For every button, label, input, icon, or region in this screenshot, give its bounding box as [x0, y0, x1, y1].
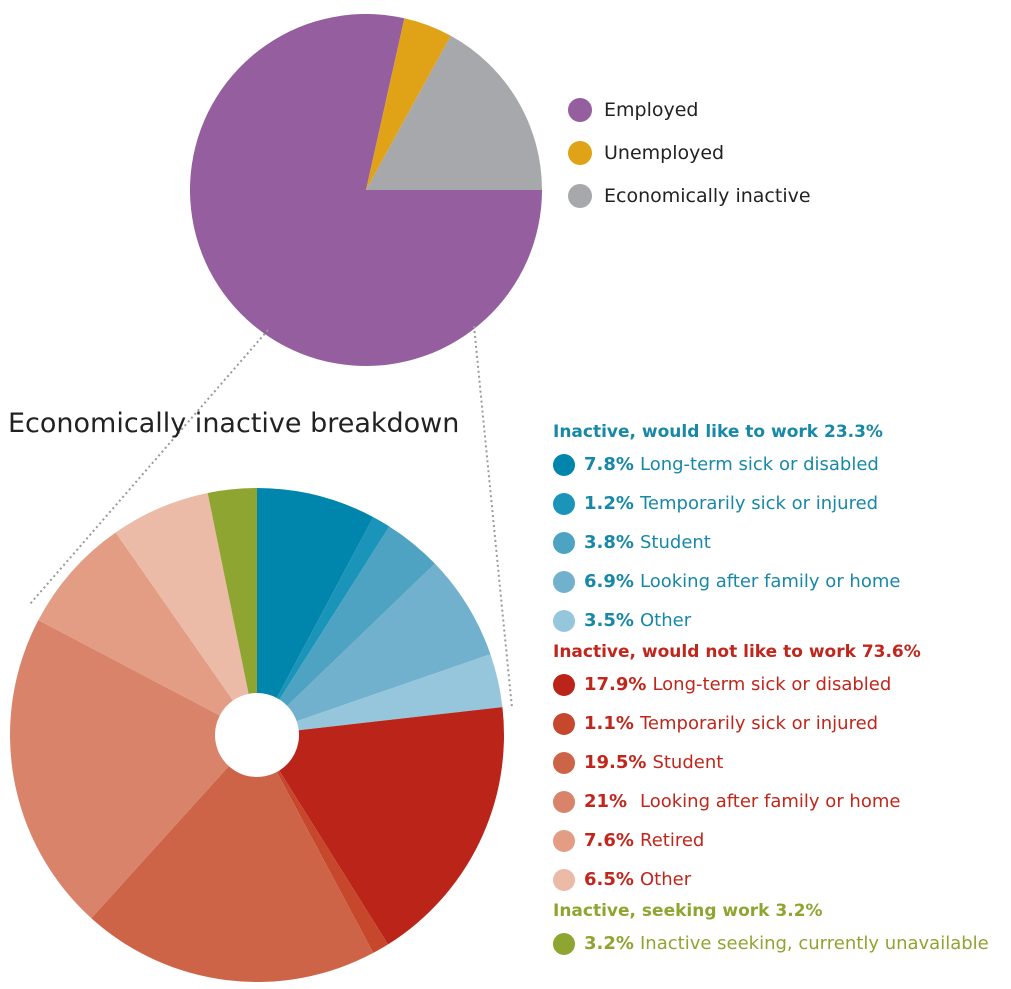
legend-label: Looking after family or home	[640, 571, 901, 592]
top-pie-slice-employed	[190, 13, 542, 366]
legend-percent: 6.9%	[584, 571, 634, 592]
breakdown-slice-6	[279, 707, 505, 945]
legend-percent: 3.5%	[584, 610, 634, 631]
legend-swatch	[553, 453, 575, 476]
legend-percent: 1.2%	[584, 493, 634, 514]
legend-percent: 21%	[584, 791, 628, 812]
breakdown-slice-1	[257, 488, 374, 698]
breakdown-title: Economically inactive breakdown	[8, 408, 460, 439]
legend-item: 7.6% Retired	[553, 821, 1008, 860]
top-pie-slice-economically-inactive	[366, 35, 542, 191]
legend-item: 3.5% Other	[553, 601, 1008, 640]
breakdown-slice-8	[91, 766, 374, 982]
breakdown-pie	[10, 488, 505, 982]
legend-group-title: Inactive, would not like to work 73.6%	[553, 642, 921, 662]
legend-label: Other	[640, 610, 692, 631]
legend-label: Unemployed	[604, 141, 725, 164]
connector-line	[473, 325, 513, 709]
breakdown-slice-3	[279, 526, 435, 706]
legend-swatch	[553, 751, 575, 774]
legend-label: Inactive seeking, currently unavailable	[640, 933, 989, 954]
legend-label: Student	[640, 532, 711, 553]
legend-swatch	[553, 829, 575, 852]
legend-label: Long-term sick or disabled	[652, 674, 892, 695]
breakdown-slice-4	[287, 563, 491, 722]
legend-group-title: Inactive, seeking work 3.2%	[553, 901, 823, 921]
legend-label: Other	[640, 869, 692, 890]
legend-label: Temporarily sick or injured	[640, 713, 879, 734]
legend-item-employed: Employed	[568, 88, 811, 131]
legend-item: 7.8% Long-term sick or disabled	[553, 445, 1008, 484]
legend-item: 6.9% Looking after family or home	[553, 562, 1008, 601]
breakdown-slice-10	[38, 532, 233, 716]
legend-percent: 3.8%	[584, 532, 634, 553]
legend-swatch	[553, 673, 575, 696]
legend-label: Student	[652, 752, 724, 773]
breakdown-slice-5	[296, 654, 503, 731]
legend-label: Employed	[604, 98, 699, 121]
legend-label: Long-term sick or disabled	[640, 454, 879, 475]
legend-swatch	[553, 492, 575, 515]
legend-swatch	[553, 868, 575, 891]
legend-percent: 19.5%	[584, 752, 647, 773]
legend-percent: 7.8%	[584, 454, 634, 475]
legend-swatch	[553, 531, 575, 554]
legend-swatch	[553, 609, 575, 632]
legend-swatch	[553, 790, 575, 813]
legend-item: 17.9% Long-term sick or disabled	[553, 665, 1008, 704]
breakdown-slice-9	[10, 620, 229, 919]
legend-swatch	[568, 140, 592, 165]
legend-swatch	[553, 570, 575, 593]
legend-item: 21% Looking after family or home	[553, 782, 1008, 821]
breakdown-slice-7	[276, 770, 389, 953]
legend-label: Economically inactive	[604, 184, 811, 207]
legend-percent: 3.2%	[584, 933, 634, 954]
breakdown-slice-11	[115, 492, 249, 701]
legend-item: 1.2% Temporarily sick or injured	[553, 484, 1008, 523]
legend-item: 6.5% Other	[553, 860, 1008, 899]
legend-percent: 17.9%	[584, 674, 647, 695]
legend-item: 1.1% Temporarily sick or injured	[553, 704, 1008, 743]
connector-lines	[29, 325, 513, 709]
legend-item-economically-inactive: Economically inactive	[568, 174, 811, 217]
legend-label: Retired	[640, 830, 705, 851]
legend-item: 19.5% Student	[553, 743, 1008, 782]
legend-group-title: Inactive, would like to work 23.3%	[553, 422, 883, 442]
legend-swatch	[568, 183, 592, 208]
breakdown-legend: Inactive, would like to work 23.3% 7.8% Lo…	[553, 420, 1008, 963]
legend-item-unemployed: Unemployed	[568, 131, 811, 174]
legend-label: Looking after family or home	[640, 791, 901, 812]
legend-swatch	[553, 932, 575, 955]
legend-label: Temporarily sick or injured	[640, 493, 879, 514]
top-pie-slice-unemployed	[366, 18, 451, 191]
legend-percent: 7.6%	[584, 830, 634, 851]
legend-percent: 1.1%	[584, 713, 634, 734]
top-pie	[190, 13, 542, 366]
legend-swatch	[553, 712, 575, 735]
legend-item: 3.2% Inactive seeking, currently unavaila…	[553, 924, 1008, 963]
connector-line	[29, 329, 269, 605]
breakdown-slice-2	[276, 517, 390, 700]
legend-item: 3.8% Student	[553, 523, 1008, 562]
top-legend: Employed Unemployed Economically inactive	[568, 88, 811, 217]
legend-swatch	[568, 97, 592, 122]
legend-percent: 6.5%	[584, 869, 634, 890]
breakdown-slice-12	[207, 488, 257, 694]
